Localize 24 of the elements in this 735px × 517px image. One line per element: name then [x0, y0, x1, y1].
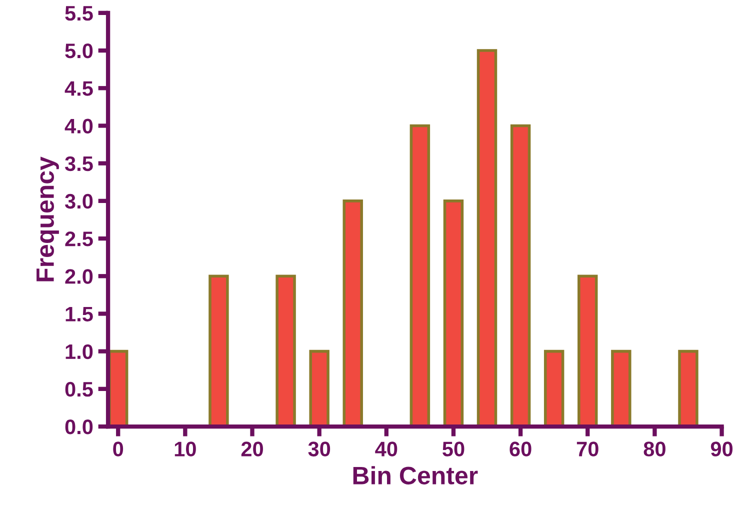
x-tick-label: 10	[174, 442, 196, 456]
y-tick-label: 2.0	[65, 269, 93, 284]
y-tick-label: 5.5	[65, 6, 93, 21]
x-tick-label: 90	[710, 442, 733, 456]
x-axis-title: Bin Center	[353, 466, 478, 484]
y-tick-label: 0.0	[65, 420, 93, 434]
x-tick-label: 40	[375, 442, 398, 456]
x-tick-label: 80	[644, 442, 666, 456]
x-tick-label: 30	[308, 442, 330, 456]
y-tick-label: 3.0	[64, 194, 93, 209]
x-tick-label: 0	[113, 442, 124, 456]
y-tick-label: 1.5	[66, 306, 93, 322]
x-tick-label: 70	[576, 442, 598, 456]
y-tick-label: 3.5	[64, 156, 93, 172]
y-tick-label: 4.0	[64, 118, 93, 134]
y-tick-label: 1.0	[66, 344, 93, 360]
x-tick-label: 50	[442, 442, 464, 456]
y-tick-label: 5.0	[65, 44, 93, 58]
y-tick-label: 2.5	[65, 232, 93, 246]
y-axis-title: Frequency	[36, 156, 59, 282]
x-tick-label: 20	[241, 442, 263, 456]
y-tick-label: 0.5	[65, 382, 93, 397]
x-tick-label: 60	[510, 442, 532, 456]
y-tick-label: 4.5	[64, 81, 93, 96]
